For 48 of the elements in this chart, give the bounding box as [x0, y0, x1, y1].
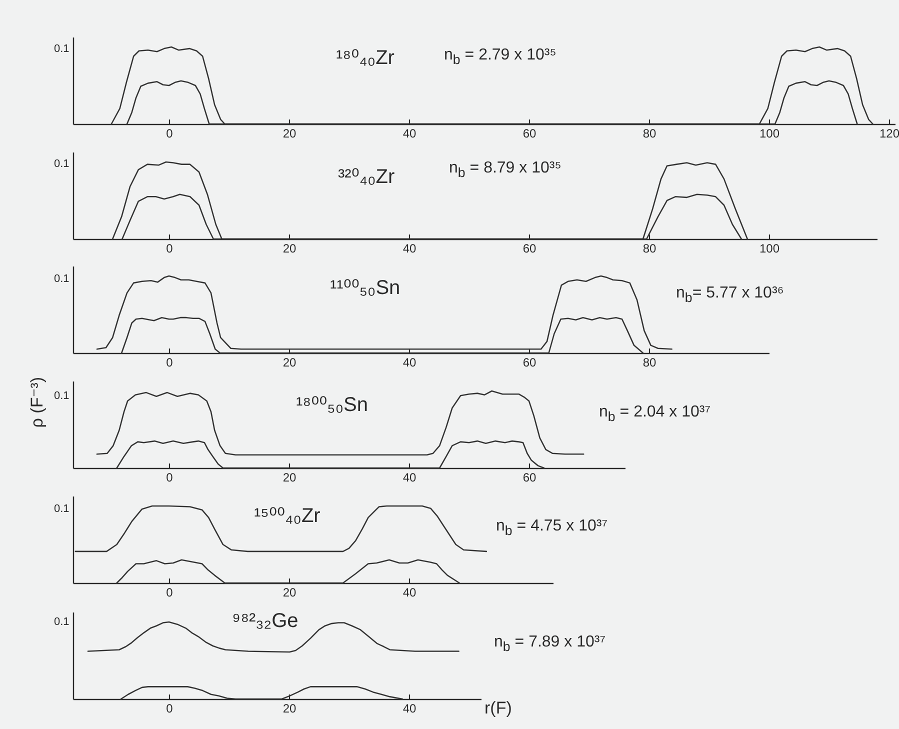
x-tick-label: 0 [166, 356, 174, 370]
annotation: n$_{b}$= 5.77 x 10³⁶ [676, 284, 784, 306]
annotation: ¹⁵⁰⁰₄₀Zr [254, 505, 320, 527]
text: 0.1 [54, 616, 70, 628]
x-tick-label: 60 [522, 126, 536, 140]
annotation: n$_{b}$ = 4.75 x 10³⁷ [496, 518, 608, 538]
text: 0.1 [54, 158, 70, 170]
x-tick-label: 40 [402, 470, 416, 484]
text: 0.1 [54, 272, 70, 286]
x-tick-label: 0 [166, 470, 174, 484]
x-tick-label: 20 [282, 470, 296, 484]
x-tick-label: 60 [522, 242, 536, 256]
x-tick-label: 40 [402, 126, 416, 140]
x-tick-label: 20 [282, 126, 296, 140]
annotation: n$_{b}$ = 8.79 x 10³⁵ [449, 160, 562, 180]
x-tick-label: 80 [642, 126, 656, 140]
x-tick-label: 100 [759, 242, 780, 256]
x-tick-label: 0 [166, 242, 174, 256]
x-tick-label: 20 [282, 702, 296, 716]
x-tick-label: 40 [402, 702, 416, 716]
x-tick-label: 0 [166, 586, 174, 600]
y-axis-title: ρ (F⁻³) [28, 377, 46, 428]
annotation: n$_{b}$ = 2.79 x 10³⁵ [444, 46, 556, 68]
annotation: ¹⁸⁰⁰₅₀Sn [296, 394, 368, 416]
x-tick-label: 20 [282, 242, 296, 256]
x-tick-label: 120 [879, 126, 899, 140]
x-tick-label: 20 [282, 586, 296, 600]
text: 0.1 [54, 390, 70, 402]
x-tick-label: 40 [402, 356, 416, 370]
text: 0.1 [54, 502, 70, 516]
annotation: ¹⁸⁰₄₀Zr [336, 47, 394, 69]
text: 0.1 [54, 42, 70, 56]
x-tick-label: 40 [402, 586, 416, 600]
annotation: n$_{b}$ = 2.04 x 10³⁷ [599, 404, 711, 424]
x-tick-label: 40 [402, 242, 416, 256]
x-tick-label: 80 [642, 356, 656, 370]
x-tick-label: 60 [522, 470, 536, 484]
x-tick-label: 60 [522, 356, 536, 370]
x-tick-label: 0 [166, 702, 174, 716]
x-tick-label: 80 [642, 242, 656, 256]
text: n$_{b}$ = 7.89 x 10³⁷ [494, 634, 606, 654]
x-tick-label: 100 [759, 126, 780, 140]
annotation: ¹¹⁰⁰₅₀Sn [330, 277, 400, 299]
annotation: ⁹⁸²₃₂Ge [232, 610, 298, 632]
x-tick-label: 0 [166, 126, 174, 140]
annotation: ³²⁰₄₀Zr [338, 166, 395, 188]
x-axis-title: r(F) [484, 698, 512, 718]
x-tick-label: 20 [282, 356, 296, 370]
